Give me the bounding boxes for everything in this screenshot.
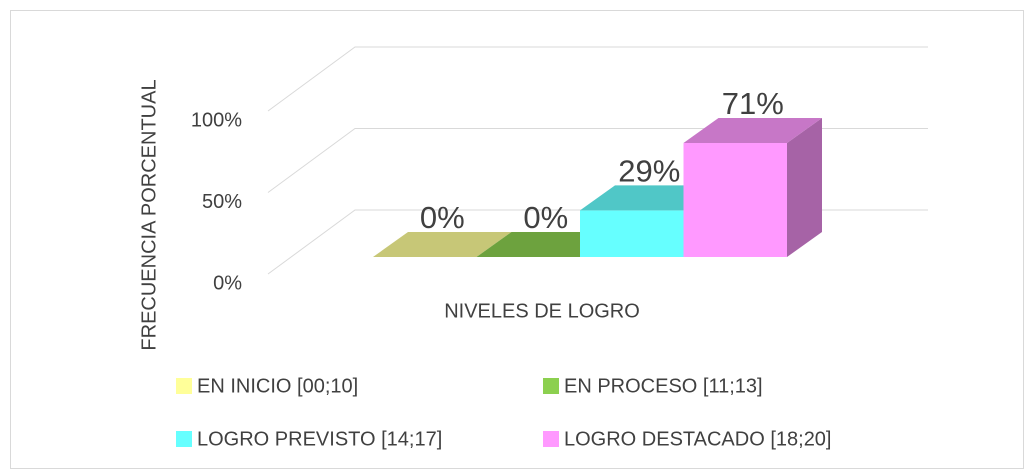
legend-label: LOGRO DESTACADO [18;20] bbox=[564, 428, 832, 450]
data-label: 0% bbox=[420, 200, 465, 235]
bar bbox=[683, 142, 787, 257]
bar-top bbox=[373, 232, 512, 257]
y-axis-title: FRECUENCIA PORCENTUAL bbox=[138, 79, 160, 350]
x-axis-title: NIVELES DE LOGRO bbox=[444, 300, 640, 322]
y-tick-label: 0% bbox=[213, 272, 242, 294]
grid-line bbox=[267, 46, 928, 112]
y-tick-label: 50% bbox=[202, 191, 242, 213]
legend-swatch bbox=[543, 431, 559, 447]
legend-label: EN PROCESO [11;13] bbox=[564, 375, 763, 397]
legend-label: EN INICIO [00;10] bbox=[197, 375, 358, 397]
bar-top bbox=[683, 117, 822, 143]
y-tick-label: 100% bbox=[191, 109, 242, 131]
legend-swatch bbox=[176, 431, 192, 447]
legend-swatch bbox=[543, 378, 559, 394]
data-label: 0% bbox=[523, 200, 568, 235]
data-label: 29% bbox=[618, 154, 680, 189]
bar-side bbox=[787, 117, 822, 257]
legend-label: LOGRO PREVISTO [14;17] bbox=[197, 428, 442, 450]
bar bbox=[580, 210, 684, 257]
legend-swatch bbox=[176, 378, 192, 394]
data-label: 71% bbox=[722, 86, 784, 121]
